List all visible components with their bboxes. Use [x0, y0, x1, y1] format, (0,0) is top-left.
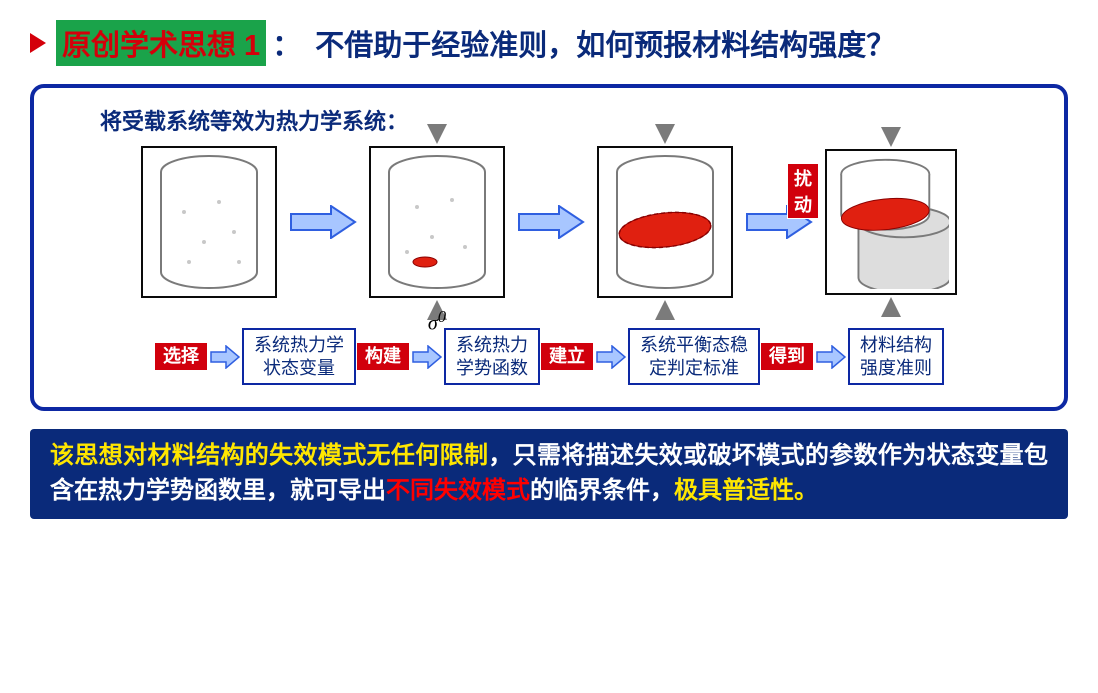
title-row: 原创学术思想 1 ： 不借助于经验准则，如何预报材料结构强度？ [30, 20, 1068, 66]
flow-box: 系统平衡态稳 定判定标准 [628, 328, 760, 385]
cylinder-icon [605, 152, 725, 292]
flow-tag: 得到 [760, 342, 814, 371]
big-arrow-icon: 扰动 [745, 205, 813, 239]
flow-step: 选择 系统热力学 状态变量 [154, 328, 356, 385]
arrow-up-icon [655, 300, 675, 320]
flow-box: 系统热力 学势函数 [444, 328, 540, 385]
flow-row: 选择 系统热力学 状态变量构建 系统热力 学势函数建立 系统平衡态稳 定判定标准得到 材… [64, 328, 1034, 385]
chevron-icon [30, 33, 46, 53]
footer-seg1: 该思想对材料结构的失效模式无任何限制 [50, 442, 488, 469]
flow-tag: 建立 [540, 342, 594, 371]
flow-tag: 选择 [154, 342, 208, 371]
cylinder-split-icon [833, 155, 949, 289]
cylinder-icon [377, 152, 497, 292]
big-arrow-icon [289, 205, 357, 239]
title-colon: ： [272, 22, 301, 64]
flow-step: 构建 系统热力 学势函数 [356, 328, 540, 385]
arrow-down-icon [427, 124, 447, 144]
title-question: 不借助于经验准则，如何预报材料结构强度？ [315, 22, 895, 64]
flow-step: 建立 系统平衡态稳 定判定标准 [540, 328, 760, 385]
title-badge: 原创学术思想 1 [56, 20, 266, 66]
arrow-down-icon [881, 127, 901, 147]
flow-step: 得到 材料结构 强度准则 [760, 328, 944, 385]
small-arrow-icon [412, 345, 442, 369]
cylinder-icon [149, 152, 269, 292]
arrow-down-icon [655, 124, 675, 144]
arrow-up-icon [881, 297, 901, 317]
stage-1 [141, 146, 277, 298]
flow-box: 系统热力学 状态变量 [242, 328, 356, 385]
footer-banner: 该思想对材料结构的失效模式无任何限制，只需将描述失效或破坏模式的参数作为状态变量… [30, 429, 1068, 519]
flow-tag: 构建 [356, 342, 410, 371]
small-arrow-icon [210, 345, 240, 369]
main-panel: 将受载系统等效为热力学系统： [30, 84, 1068, 411]
footer-seg4: 的临界条件， [530, 477, 674, 504]
stage-4 [825, 149, 957, 295]
flow-box: 材料结构 强度准则 [848, 328, 944, 385]
sigma-label: σ0 [428, 307, 446, 336]
big-arrow-icon [517, 205, 585, 239]
stage-3 [597, 146, 733, 298]
stage-row: σ0 [64, 146, 1034, 298]
footer-seg5: 极具普适性。 [674, 477, 818, 504]
perturb-badge: 扰动 [787, 163, 819, 219]
footer-seg3: 不同失效模式 [386, 477, 530, 504]
small-arrow-icon [816, 345, 846, 369]
small-arrow-icon [596, 345, 626, 369]
stage-2: σ0 [369, 146, 505, 298]
